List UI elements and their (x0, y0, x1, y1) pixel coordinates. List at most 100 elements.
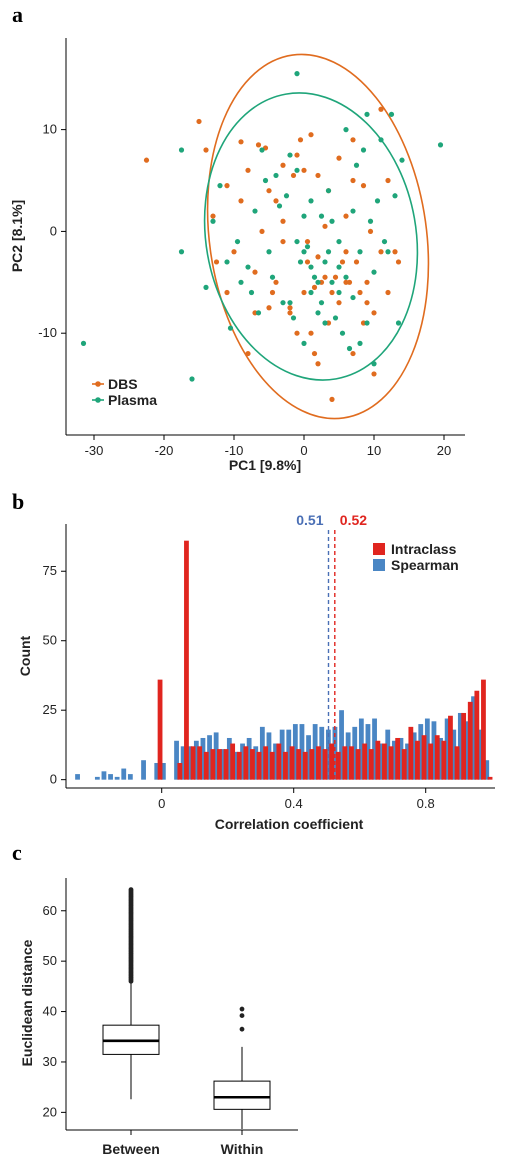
point-plasma-51 (371, 361, 377, 367)
point-dbs-35 (336, 155, 342, 161)
bar-intraclass-47 (481, 679, 486, 780)
bar-spearman-58 (464, 721, 470, 780)
point-dbs-58 (311, 284, 318, 290)
point-plasma-0 (80, 340, 87, 346)
point-dbs-73 (315, 361, 321, 367)
boxplots (102, 887, 271, 1129)
point-dbs-21 (301, 289, 307, 296)
x-axis-label: PC1 [9.8%] (229, 457, 301, 473)
bar-intraclass-40 (434, 735, 440, 780)
bar-spearman-25 (246, 737, 252, 780)
bar-spearman-41 (352, 726, 358, 780)
point-dbs-52 (392, 249, 398, 255)
y-tick-label: 25 (43, 702, 57, 717)
point-plasma-11 (252, 208, 258, 214)
outlier-within (239, 1026, 245, 1032)
point-plasma-31 (318, 213, 325, 219)
point-dbs-24 (308, 330, 314, 336)
point-dbs-43 (357, 289, 363, 296)
point-dbs-69 (385, 289, 391, 296)
point-dbs-53 (395, 259, 402, 265)
histogram-bars (75, 540, 493, 780)
point-dbs-67 (343, 249, 349, 255)
point-dbs-22 (304, 259, 311, 265)
point-dbs-32 (329, 289, 335, 296)
bar-intraclass-37 (415, 740, 420, 780)
point-plasma-67 (294, 238, 300, 245)
bar-spearman-32 (292, 724, 298, 780)
panel-a-pca-scatter: a -30 -20 -10 0 10 20 -10 0 10 PC1 [9.8%] PC2 [… (9, 2, 465, 473)
bar-spearman-43 (365, 724, 371, 780)
point-plasma-35 (325, 249, 332, 255)
point-plasma-50 (367, 218, 374, 224)
bar-spearman-18 (200, 737, 206, 780)
point-plasma-42 (343, 127, 349, 133)
point-dbs-36 (336, 300, 342, 306)
bar-spearman-23 (233, 751, 239, 780)
y-tick-label: 40 (43, 1004, 57, 1019)
point-dbs-48 (371, 310, 377, 316)
bar-intraclass-17 (283, 751, 288, 780)
point-plasma-33 (322, 320, 328, 326)
bar-spearman-19 (207, 735, 212, 780)
point-dbs-50 (378, 249, 384, 255)
point-dbs-13 (273, 198, 279, 204)
bar-intraclass-42 (448, 715, 453, 780)
point-plasma-29 (311, 274, 318, 280)
bar-intraclass-28 (355, 749, 361, 780)
bar-intraclass-46 (474, 690, 480, 780)
panel-c-boxplot: c Between Within 20 30 40 50 60 Euclidean dis… (12, 840, 298, 1157)
point-plasma-63 (234, 238, 241, 245)
point-dbs-49 (378, 106, 384, 112)
point-plasma-41 (343, 274, 349, 280)
bar-intraclass-22 (316, 746, 321, 780)
bar-spearman-57 (457, 712, 463, 780)
bar-spearman-10 (141, 760, 146, 780)
y-tick-label: 50 (43, 953, 57, 968)
bar-intraclass-45 (467, 701, 473, 780)
bar-spearman-27 (259, 726, 265, 780)
bar-spearman-45 (378, 743, 384, 780)
point-dbs-28 (322, 223, 328, 229)
point-plasma-55 (381, 238, 388, 245)
bar-spearman-30 (279, 729, 285, 780)
bar-intraclass-5 (203, 751, 209, 780)
point-dbs-7 (245, 167, 251, 173)
bar-spearman-47 (391, 740, 397, 780)
point-plasma-34 (325, 188, 332, 194)
point-dbs-45 (364, 279, 370, 285)
point-dbs-47 (371, 371, 377, 377)
confidence-ellipses (203, 53, 430, 420)
bar-spearman-56 (451, 729, 457, 780)
point-dbs-71 (273, 279, 279, 285)
bar-spearman-15 (180, 746, 186, 780)
point-dbs-17 (290, 172, 297, 179)
point-plasma-7 (227, 325, 234, 331)
legend-swatch-spearman (373, 559, 385, 571)
point-plasma-37 (332, 315, 339, 321)
bar-spearman-3 (94, 776, 100, 780)
bar-intraclass-30 (368, 749, 374, 780)
point-dbs-66 (315, 254, 321, 260)
bar-intraclass-0 (157, 679, 163, 780)
point-dbs-29 (322, 274, 328, 280)
x-tick-label: -10 (225, 443, 244, 458)
bar-spearman-60 (477, 729, 483, 780)
point-plasma-30 (315, 279, 321, 285)
point-plasma-71 (329, 218, 335, 224)
bar-intraclass-43 (454, 746, 460, 780)
bar-spearman-22 (226, 737, 232, 780)
x-tick-label: 10 (367, 443, 381, 458)
y-tick-label: 50 (43, 633, 57, 648)
point-plasma-27 (308, 198, 314, 204)
point-dbs-15 (280, 218, 286, 224)
point-dbs-64 (280, 162, 286, 168)
point-dbs-72 (294, 330, 300, 336)
x-tick-label: 0 (300, 443, 307, 458)
point-dbs-3 (210, 213, 216, 219)
legend-marker-dbs (95, 381, 101, 387)
x-tick-label: 0.4 (285, 796, 303, 811)
point-dbs-54 (213, 259, 220, 265)
point-dbs-5 (231, 249, 237, 255)
